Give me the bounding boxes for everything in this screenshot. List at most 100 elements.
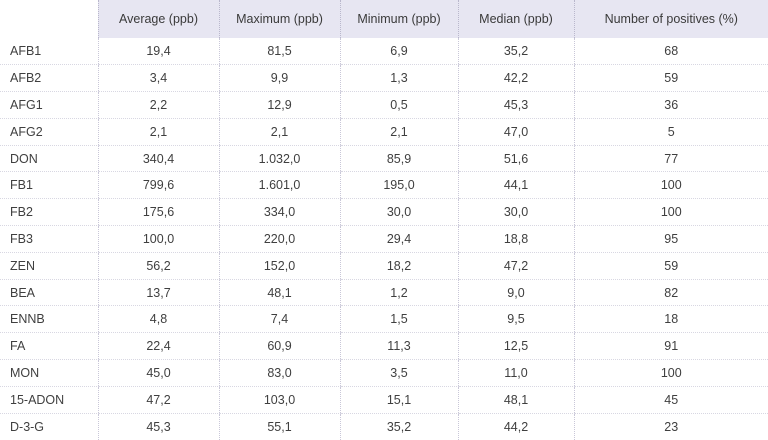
cell-mycotoxin: AFB2 — [0, 64, 98, 93]
cell-positives: 91 — [573, 332, 768, 361]
cell-maximum: 81,5 — [218, 38, 340, 66]
cell-mycotoxin: FB3 — [0, 225, 98, 253]
cell-average: 19,4 — [97, 38, 219, 66]
cell-maximum: 152,0 — [218, 252, 340, 280]
cell-positives: 82 — [573, 279, 768, 307]
header-cell-mycotoxin — [0, 0, 98, 38]
cell-maximum: 1.032,0 — [218, 145, 340, 173]
cell-average: 47,2 — [97, 386, 219, 414]
cell-minimum: 3,5 — [339, 359, 458, 387]
cell-median: 45,3 — [457, 91, 574, 119]
cell-maximum: 1.601,0 — [218, 171, 340, 200]
cell-average: 45,3 — [97, 413, 219, 440]
cell-median: 18,8 — [457, 225, 574, 253]
table-row: 15-ADON 47,2 103,0 15,1 48,1 45 — [0, 386, 768, 414]
table-row: FB1 799,6 1.601,0 195,0 44,1 100 — [0, 171, 768, 200]
cell-mycotoxin: AFG1 — [0, 91, 98, 119]
cell-average: 3,4 — [97, 64, 219, 93]
cell-median: 51,6 — [457, 145, 574, 173]
cell-minimum: 6,9 — [339, 38, 458, 66]
header-cell-average: Average (ppb) — [97, 0, 219, 38]
table-body: AFB1 19,4 81,5 6,9 35,2 68 AFB2 3,4 9,9 1,3 42,2 59… — [0, 38, 768, 440]
cell-average: 340,4 — [97, 145, 219, 173]
table-row: ZEN 56,2 152,0 18,2 47,2 59 — [0, 252, 768, 280]
table-header: Average (ppb) Maximum (ppb) Minimum (ppb… — [0, 0, 768, 38]
header-cell-positives: Number of positives (%) — [573, 0, 768, 38]
cell-median: 12,5 — [457, 332, 574, 361]
header-cell-minimum: Minimum (ppb) — [339, 0, 458, 38]
cell-mycotoxin: FB2 — [0, 198, 98, 227]
table-row: AFB2 3,4 9,9 1,3 42,2 59 — [0, 64, 768, 93]
cell-mycotoxin: FB1 — [0, 171, 98, 200]
cell-mycotoxin: DON — [0, 145, 98, 173]
cell-maximum: 7,4 — [218, 305, 340, 334]
cell-positives: 100 — [573, 359, 768, 387]
cell-minimum: 1,3 — [339, 64, 458, 93]
cell-mycotoxin: MON — [0, 359, 98, 387]
cell-median: 9,5 — [457, 305, 574, 334]
table-row: AFB1 19,4 81,5 6,9 35,2 68 — [0, 38, 768, 66]
cell-positives: 23 — [573, 413, 768, 440]
cell-average: 100,0 — [97, 225, 219, 253]
table-row: FB3 100,0 220,0 29,4 18,8 95 — [0, 225, 768, 253]
cell-average: 22,4 — [97, 332, 219, 361]
cell-positives: 59 — [573, 64, 768, 93]
cell-average: 175,6 — [97, 198, 219, 227]
cell-average: 2,1 — [97, 118, 219, 146]
cell-mycotoxin: FA — [0, 332, 98, 361]
cell-positives: 100 — [573, 198, 768, 227]
cell-average: 799,6 — [97, 171, 219, 200]
cell-minimum: 2,1 — [339, 118, 458, 146]
cell-minimum: 85,9 — [339, 145, 458, 173]
cell-minimum: 15,1 — [339, 386, 458, 414]
cell-maximum: 48,1 — [218, 279, 340, 307]
cell-median: 11,0 — [457, 359, 574, 387]
cell-positives: 95 — [573, 225, 768, 253]
cell-maximum: 334,0 — [218, 198, 340, 227]
cell-positives: 5 — [573, 118, 768, 146]
cell-maximum: 220,0 — [218, 225, 340, 253]
cell-positives: 68 — [573, 38, 768, 66]
cell-mycotoxin: ZEN — [0, 252, 98, 280]
cell-minimum: 1,2 — [339, 279, 458, 307]
cell-mycotoxin: AFG2 — [0, 118, 98, 146]
cell-minimum: 18,2 — [339, 252, 458, 280]
table-row: AFG1 2,2 12,9 0,5 45,3 36 — [0, 91, 768, 119]
cell-mycotoxin: BEA — [0, 279, 98, 307]
table-row: ENNB 4,8 7,4 1,5 9,5 18 — [0, 305, 768, 334]
cell-average: 4,8 — [97, 305, 219, 334]
header-cell-maximum: Maximum (ppb) — [218, 0, 340, 38]
cell-median: 47,0 — [457, 118, 574, 146]
cell-positives: 36 — [573, 91, 768, 119]
cell-mycotoxin: ENNB — [0, 305, 98, 334]
cell-minimum: 11,3 — [339, 332, 458, 361]
cell-mycotoxin: D-3-G — [10, 419, 45, 434]
cell-maximum: 60,9 — [218, 332, 340, 361]
cell-median: 30,0 — [457, 198, 574, 227]
table-row: FA 22,4 60,9 11,3 12,5 91 — [0, 332, 768, 361]
cell-maximum: 9,9 — [218, 64, 340, 93]
cell-median: 44,2 — [457, 413, 574, 440]
cell-positives: 59 — [573, 252, 768, 280]
cell-average: 13,7 — [97, 279, 219, 307]
cell-minimum: 35,2 — [339, 413, 458, 440]
cell-average: 45,0 — [97, 359, 219, 387]
cell-minimum: 0,5 — [339, 91, 458, 119]
cell-maximum: 103,0 — [218, 386, 340, 414]
table-row: BEA 13,7 48,1 1,2 9,0 82 — [0, 279, 768, 307]
cell-mycotoxin: 15-ADON — [0, 386, 98, 414]
cell-positives: 100 — [573, 171, 768, 200]
table-row: FB2 175,6 334,0 30,0 30,0 100 — [0, 198, 768, 227]
cell-median: 9,0 — [457, 279, 574, 307]
cell-median: 35,2 — [457, 38, 574, 66]
cell-average: 2,2 — [97, 91, 219, 119]
cell-average: 56,2 — [97, 252, 219, 280]
cell-median: 42,2 — [457, 64, 574, 93]
cell-minimum: 1,5 — [339, 305, 458, 334]
cell-maximum: 83,0 — [218, 359, 340, 387]
cell-median: 44,1 — [457, 171, 574, 200]
header-cell-median: Median (ppb) — [457, 0, 574, 38]
table-row: AFG2 2,1 2,1 2,1 47,0 5 — [0, 118, 768, 146]
cell-maximum: 55,1 — [218, 413, 340, 440]
